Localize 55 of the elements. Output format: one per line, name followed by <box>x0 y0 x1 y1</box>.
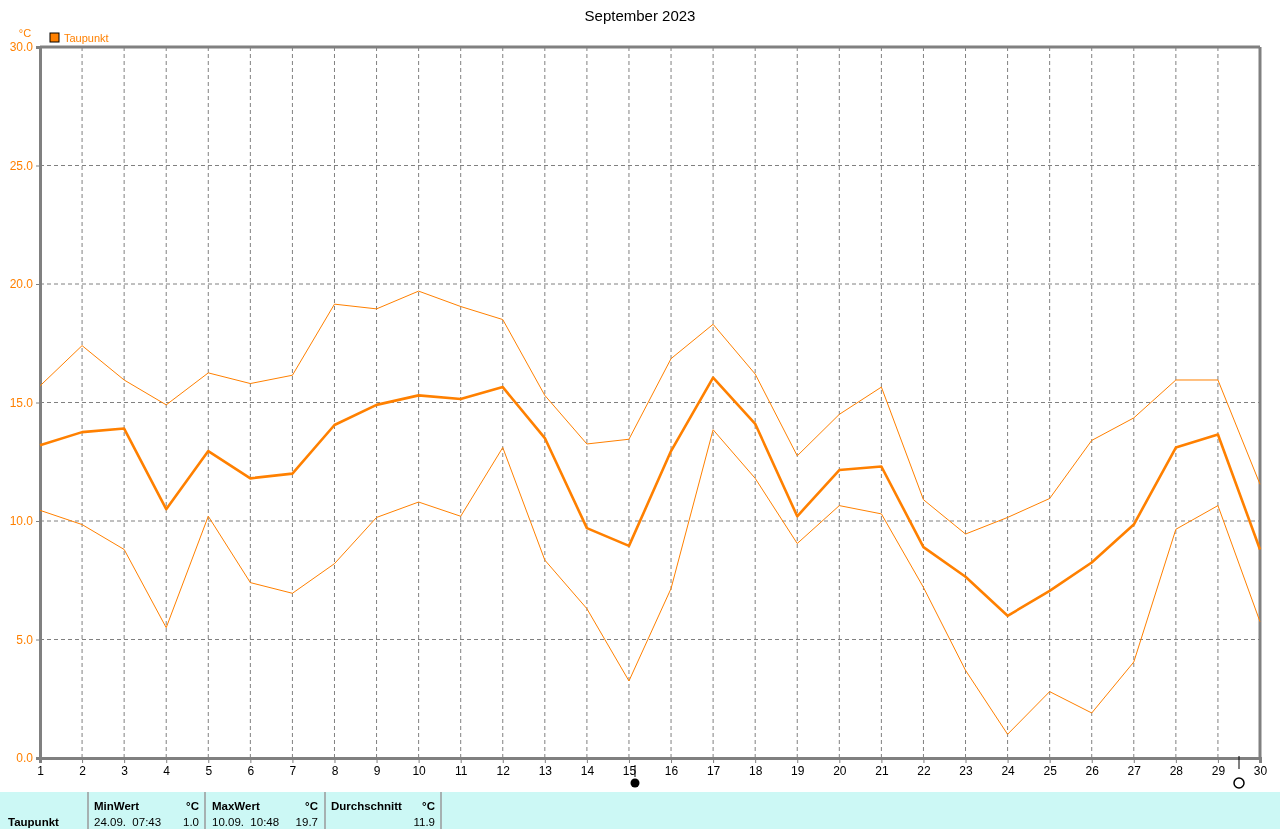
text: MaxWert <box>212 800 260 812</box>
line-series <box>39 429 1261 735</box>
x-tick-label: 24 <box>1001 763 1016 778</box>
text: 1.0 <box>183 816 199 828</box>
x-tick-label: 15 <box>622 763 637 778</box>
x-tick-label: 27 <box>1127 763 1142 778</box>
x-tick-label: 17 <box>706 763 721 778</box>
y-tick-label: 30.0 <box>9 40 34 55</box>
x-tick-label: 20 <box>833 763 847 778</box>
x-tick-label: 3 <box>121 763 129 778</box>
y-tick-label: 5.0 <box>16 632 34 647</box>
x-tick-label: 2 <box>79 763 87 778</box>
text: 10.09. 10:48 <box>212 816 280 828</box>
y-tick-label: 25.0 <box>9 158 34 173</box>
x-tick-label: 28 <box>1169 763 1184 778</box>
x-tick-label: 21 <box>875 763 889 778</box>
x-tick-label: 6 <box>247 763 255 778</box>
x-tick-label: 8 <box>331 763 339 778</box>
y-tick-label: 10.0 <box>9 514 34 529</box>
line-series <box>38 376 1262 618</box>
x-tick-label: 18 <box>748 763 763 778</box>
text: Taupunkt <box>8 816 60 828</box>
x-tick-label: 11 <box>454 763 468 778</box>
text: 11.9 <box>413 816 435 828</box>
x-tick-label: 9 <box>373 763 381 778</box>
x-tick-label: 14 <box>580 763 595 778</box>
x-tick-label: 19 <box>791 763 805 778</box>
x-tick-label: 13 <box>538 763 553 778</box>
text: 19.7 <box>295 816 318 828</box>
x-tick-label: 12 <box>496 763 511 778</box>
text: Durchschnitt <box>331 800 403 812</box>
x-tick-label: 23 <box>959 763 974 778</box>
x-tick-label: 16 <box>664 763 679 778</box>
x-tick-label: 30 <box>1253 763 1268 778</box>
y-axis-title: °C <box>18 27 32 39</box>
text: 24.09. 07:43 <box>94 816 162 828</box>
x-tick-label: 4 <box>163 763 171 778</box>
text: °C <box>422 800 435 812</box>
x-tick-label: 26 <box>1085 763 1100 778</box>
legend-label: Taupunkt <box>64 32 109 44</box>
text: °C <box>305 800 318 812</box>
line-series <box>39 290 1261 535</box>
x-tick-label: 29 <box>1211 763 1226 778</box>
y-tick-label: 0.0 <box>16 751 34 766</box>
y-tick-label: 15.0 <box>9 395 34 410</box>
x-tick-label: 1 <box>37 763 45 778</box>
x-tick-label: 25 <box>1043 763 1058 778</box>
chart-title: September 2023 <box>584 7 696 24</box>
x-tick-label: 22 <box>917 763 931 778</box>
x-tick-label: 5 <box>205 763 213 778</box>
x-tick-label: 10 <box>412 763 427 778</box>
x-tick-label: 7 <box>289 763 297 778</box>
text: MinWert <box>94 800 140 812</box>
y-tick-label: 20.0 <box>9 277 34 292</box>
text: °C <box>186 800 199 812</box>
